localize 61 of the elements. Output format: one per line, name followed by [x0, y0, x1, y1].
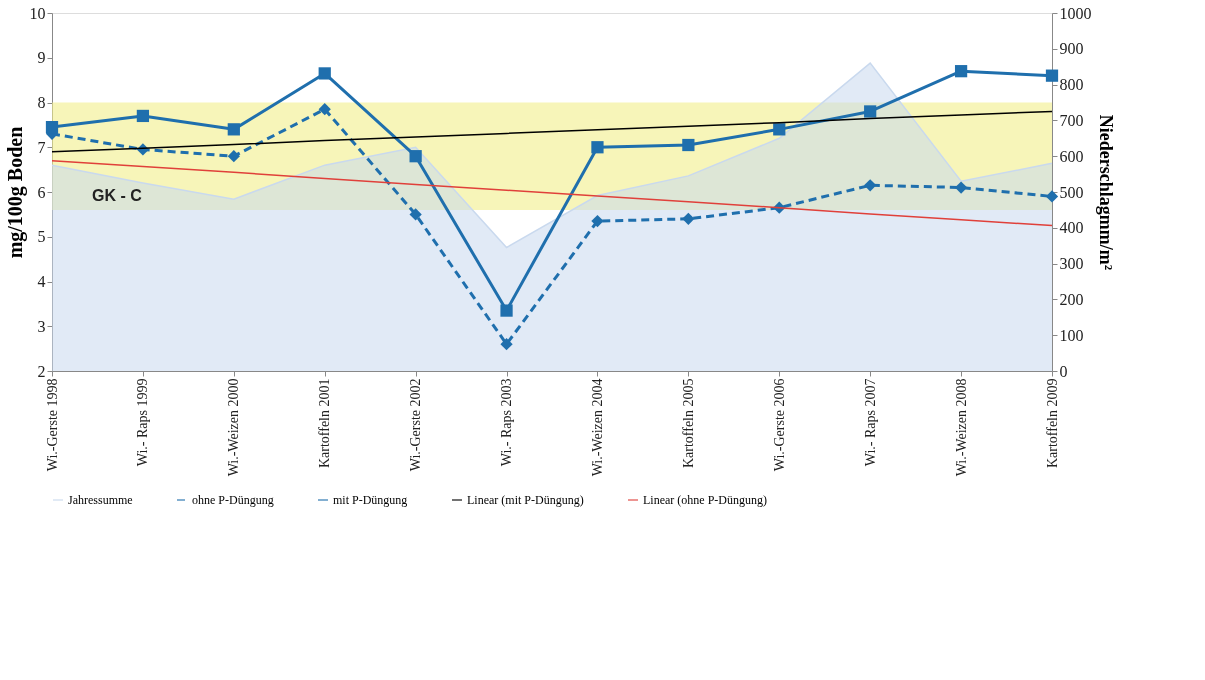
legend-label: mit P-Düngung: [333, 493, 408, 507]
point: [318, 67, 331, 80]
y-tick-label: 7: [37, 138, 46, 156]
x-tick-label: Kartoffeln 2001: [317, 378, 333, 469]
point: [500, 338, 513, 351]
point: [409, 150, 422, 163]
y2-tick-label: 700: [1059, 111, 1084, 129]
y2-tick-label: 600: [1059, 147, 1084, 165]
y2-tick-label: 200: [1059, 290, 1084, 308]
x-tick-label: Wi.- Raps 2003: [499, 378, 515, 467]
band-label: GK - C: [92, 186, 143, 204]
y2-tick-label: 500: [1059, 183, 1084, 201]
y-tick-label: 10: [29, 4, 46, 22]
y-tick-label: 3: [37, 317, 46, 335]
point: [682, 138, 695, 152]
x-tick-label: Wi.-Gerste 1998: [44, 378, 60, 472]
x-tick-label: Kartoffeln 2005: [680, 378, 696, 469]
x-tick-label: Wi.-Weizen 2004: [589, 378, 605, 477]
point: [591, 214, 604, 228]
line-series: [51, 159, 1053, 227]
x-tick-label: Wi.- Raps 2007: [862, 378, 878, 467]
point: [591, 141, 604, 154]
y2-tick-label: 100: [1059, 326, 1084, 344]
point: [136, 109, 150, 123]
y-tick-label: 4: [37, 273, 46, 290]
point: [954, 65, 968, 78]
point: [1045, 190, 1059, 203]
y2-tick-label: 300: [1059, 255, 1084, 273]
y2-tick-label: 1000: [1059, 4, 1092, 22]
y-tick-label: 9: [37, 49, 46, 67]
y2-tick-label: 800: [1059, 76, 1084, 94]
y-tick-label: 2: [37, 362, 46, 380]
x-tick-label: Wi.-Gerste 2002: [408, 378, 424, 472]
point: [45, 120, 59, 134]
point: [227, 150, 240, 163]
x-tick-label: Wi.-Weizen 2000: [226, 378, 242, 477]
y-tick-label: 8: [37, 94, 46, 111]
point: [864, 105, 877, 118]
legend-label: ohne P-Düngung: [192, 493, 274, 507]
x-tick-label: Wi.-Weizen 2008: [953, 378, 969, 477]
point: [500, 304, 513, 317]
legend-label: Linear (mit P-Düngung): [467, 493, 584, 507]
y-tick-label: 6: [37, 183, 46, 201]
x-tick-label: Kartoffeln 2009: [1044, 378, 1060, 469]
point: [1045, 69, 1059, 82]
y2-axis-title: Niederschlagmm/m²: [1095, 114, 1116, 271]
point: [682, 212, 695, 225]
point: [409, 208, 422, 221]
point: [773, 123, 786, 136]
y-axis-title: mg/100g Boden: [3, 126, 27, 259]
x-tick-label: Wi.-Gerste 2006: [771, 378, 787, 472]
point: [227, 123, 240, 136]
y2-tick-label: 900: [1059, 40, 1084, 58]
legend-label: Linear (ohne P-Düngung): [643, 493, 767, 507]
y-tick-label: 5: [37, 228, 46, 246]
point: [954, 181, 968, 194]
point: [318, 103, 331, 116]
y2-tick-label: 400: [1059, 219, 1084, 237]
legend-label: Jahressumme: [68, 493, 133, 507]
y2-tick-label: 0: [1059, 362, 1068, 380]
x-tick-label: Wi.- Raps 1999: [135, 378, 151, 467]
